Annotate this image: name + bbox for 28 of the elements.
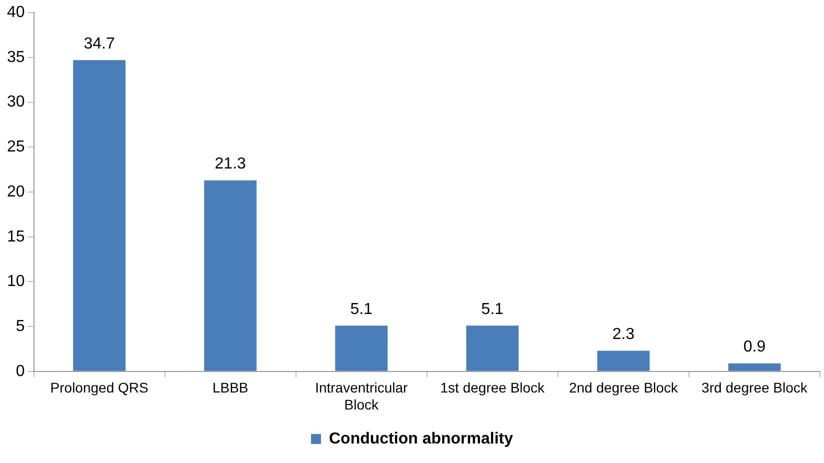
data-label: 0.9 xyxy=(743,338,766,356)
bar xyxy=(728,363,781,371)
y-tick-label: 5 xyxy=(16,318,25,335)
data-label: 34.7 xyxy=(84,36,115,53)
data-label: 5.1 xyxy=(350,301,373,318)
bar xyxy=(204,180,257,371)
y-tick-label: 0 xyxy=(16,362,25,380)
bar xyxy=(335,326,388,371)
data-label: 2.3 xyxy=(612,326,635,344)
y-tick-label: 25 xyxy=(7,138,25,156)
bar xyxy=(597,350,650,371)
data-label: 5.1 xyxy=(481,301,504,318)
x-tick-label: 3rd degree Block xyxy=(702,380,808,396)
bar xyxy=(466,326,519,371)
x-tick-label: Intraventricular Block xyxy=(315,380,408,412)
x-tick-label: LBBB xyxy=(212,380,248,396)
y-tick-label: 10 xyxy=(7,273,25,290)
data-label: 21.3 xyxy=(214,156,246,173)
y-tick-label: 20 xyxy=(7,183,25,200)
x-tick-label: 2nd degree Block xyxy=(568,380,679,396)
x-tick-label: 1st degree Block xyxy=(440,380,546,396)
y-tick-label: 15 xyxy=(7,228,25,246)
y-tick-label: 40 xyxy=(7,4,25,22)
x-tick-label: Prolonged QRS xyxy=(50,380,148,396)
legend-label: Conduction abnormality xyxy=(329,430,514,448)
bar xyxy=(73,60,126,371)
y-tick-label: 30 xyxy=(7,94,25,111)
y-tick-label: 35 xyxy=(7,48,25,66)
